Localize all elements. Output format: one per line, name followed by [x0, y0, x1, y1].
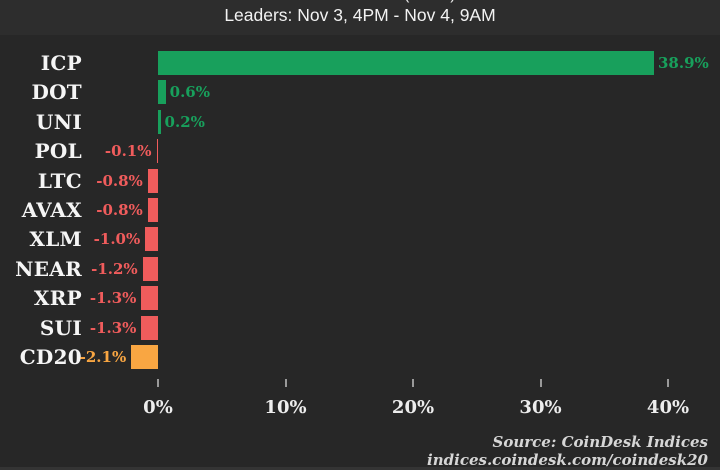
bar-sui: [141, 315, 158, 340]
bar-ltc: [147, 168, 158, 193]
category-label-xlm: XLM: [29, 227, 82, 252]
value-label-sui: -1.3%: [89, 318, 137, 337]
bar-xrp: [141, 286, 158, 311]
value-label-avax: -0.8%: [96, 201, 143, 219]
title-band: [0, 0, 720, 35]
x-axis-tick-label: 20%: [391, 397, 435, 418]
bar-near: [142, 256, 158, 281]
value-label-xrp: -1.3%: [89, 289, 137, 308]
value-label-uni: 0.2%: [164, 112, 205, 131]
x-axis-tick: [539, 379, 542, 387]
x-axis-tick-label: 40%: [646, 397, 690, 418]
chart-title: Leaders: Nov 3, 4PM - Nov 4, 9AM: [224, 5, 496, 25]
x-axis-tick-label: 10%: [264, 397, 307, 418]
bar-cd20: [131, 345, 158, 369]
x-axis-tick: [284, 379, 287, 387]
bar-avax: [147, 198, 158, 222]
value-label-ltc: -0.8%: [96, 171, 143, 190]
x-axis-tick: [157, 379, 159, 387]
category-label-sui: SUI: [39, 315, 82, 340]
bar-pol: [156, 139, 158, 164]
value-label-near: -1.2%: [91, 259, 138, 278]
value-label-dot: 0.6%: [169, 83, 210, 102]
category-label-dot: DOT: [31, 80, 82, 105]
value-label-xlm: -1.0%: [93, 230, 141, 249]
category-label-pol: POL: [34, 139, 82, 164]
category-label-uni: UNI: [36, 109, 82, 134]
source-attribution: Source: CoinDesk Indices indices.coindes…: [427, 433, 708, 469]
category-label-icp: ICP: [40, 51, 82, 75]
bottom-edge-strip: [0, 467, 720, 470]
value-label-pol: -0.1%: [104, 142, 152, 161]
x-axis-tick-label: 30%: [519, 397, 562, 418]
bar-uni: [158, 109, 161, 134]
bar-dot: [158, 80, 166, 105]
category-label-ltc: LTC: [37, 168, 82, 193]
value-label-cd20: -2.1%: [79, 348, 127, 366]
bar-xlm: [145, 227, 158, 252]
category-label-xrp: XRP: [33, 286, 82, 311]
x-axis-tick: [412, 379, 414, 387]
x-axis-tick: [667, 379, 669, 387]
source-line-2: indices.coindesk.com/coindesk20: [427, 450, 708, 469]
source-line-1: Source: CoinDesk Indices: [492, 433, 708, 451]
x-axis-tick-label: 0%: [143, 397, 173, 418]
bar-icp: [158, 51, 654, 75]
value-label-icp: 38.9%: [657, 54, 709, 72]
category-label-avax: AVAX: [21, 198, 82, 222]
category-label-near: NEAR: [15, 256, 82, 281]
clipped-title-line: CoinDesk 20 Index (CD20): [0, 0, 720, 4]
category-label-cd20: CD20: [19, 345, 82, 369]
